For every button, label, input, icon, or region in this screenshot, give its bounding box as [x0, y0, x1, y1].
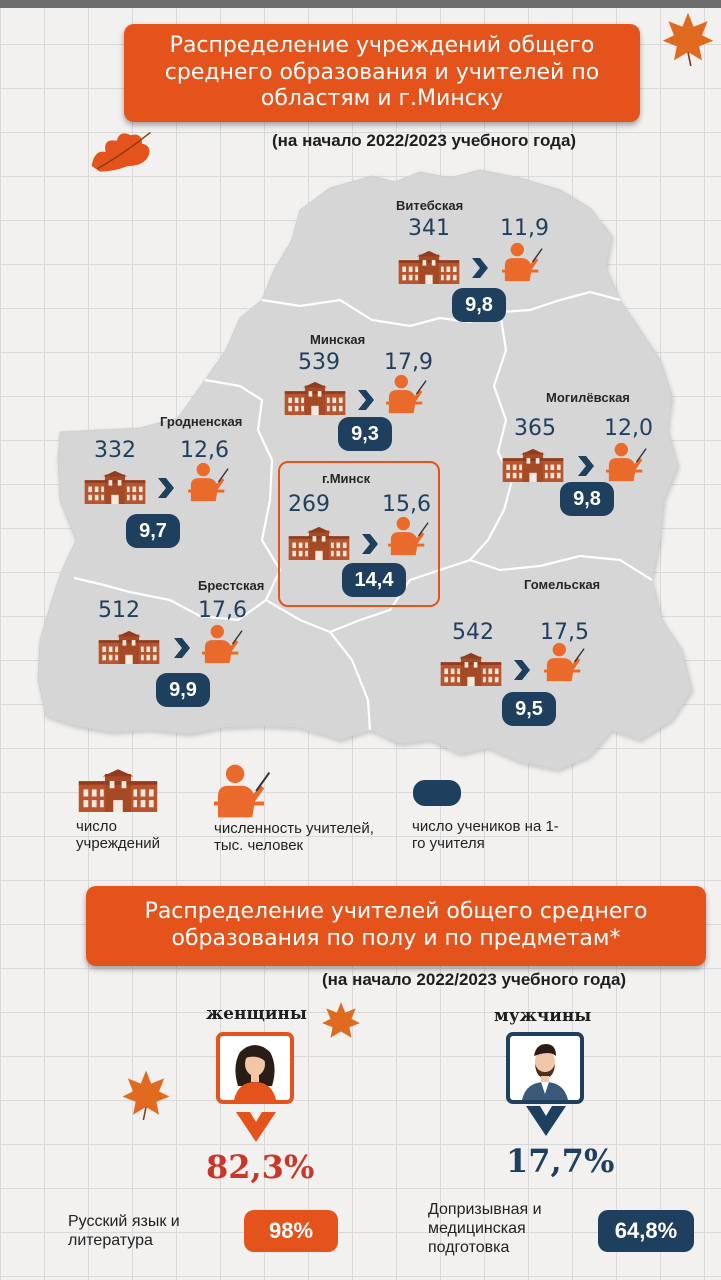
title-banner: Распределение учреждений общего среднего…: [124, 24, 640, 122]
teachers-brest: 17,6: [198, 598, 247, 623]
men-percent: 17,7%: [506, 1142, 615, 1180]
teacher-icon: [188, 462, 229, 502]
students-per-teacher-vitebsk: 9,8: [452, 288, 506, 322]
arrow-icon: [362, 534, 378, 554]
school-icon: [84, 470, 146, 504]
leaf-icon: [91, 131, 151, 172]
gender-banner: Распределение учителей общего среднего о…: [86, 886, 706, 966]
school-icon: [288, 526, 350, 560]
region-name-minsk-city: г.Минск: [322, 471, 371, 486]
students-per-teacher-minsk-oblast: 9,3: [338, 417, 392, 451]
leaf-icon: [662, 12, 714, 66]
institutions-minsk-oblast: 539: [298, 350, 340, 375]
teacher-icon: [388, 516, 429, 556]
region-name-vitebsk: Витебская: [396, 198, 464, 213]
teachers-grodno: 12,6: [180, 438, 229, 463]
students-per-teacher-gomel: 9,5: [502, 692, 556, 726]
men-subject: Допризывная и медицинская подготовка: [428, 1201, 542, 1257]
teachers-gomel: 17,5: [540, 620, 589, 645]
arrow-icon: [472, 258, 488, 278]
legend-school-icon: [78, 769, 158, 812]
map-outline: [37, 169, 693, 771]
teachers-minsk-city: 15,6: [382, 492, 431, 517]
man-avatar-icon: [522, 1044, 568, 1100]
teachers-mogilev: 12,0: [604, 416, 653, 441]
men-chevron-icon: [526, 1106, 566, 1136]
arrow-icon: [578, 456, 594, 476]
region-name-grodno: Гродненская: [160, 414, 243, 429]
region-name-minsk-oblast: Минская: [310, 332, 366, 347]
leaf-icon: [322, 1002, 360, 1038]
institutions-vitebsk: 341: [408, 216, 450, 241]
teacher-icon: [544, 642, 585, 682]
women-percent: 82,3%: [206, 1148, 315, 1186]
teachers-vitebsk: 11,9: [500, 216, 549, 241]
institutions-grodno: 332: [94, 438, 136, 463]
institutions-gomel: 542: [452, 620, 494, 645]
minsk-city-frame: [278, 461, 440, 607]
legend-students-label: число учеников на 1-го учителя: [412, 818, 559, 853]
women-subject: Русский язык и литература: [68, 1213, 180, 1250]
teacher-icon: [386, 374, 427, 414]
men-subject-percent: 64,8%: [598, 1210, 694, 1252]
region-name-mogilev: Могилёвская: [546, 390, 630, 405]
arrow-icon: [514, 660, 530, 680]
woman-avatar-icon: [234, 1045, 276, 1100]
teachers-minsk-oblast: 17,9: [384, 350, 433, 375]
school-icon: [440, 652, 502, 686]
school-icon: [502, 448, 564, 482]
man-avatar-frame: [506, 1032, 584, 1104]
institutions-mogilev: 365: [514, 416, 556, 441]
legend-students-pill: [413, 780, 461, 806]
gender-subtitle: (на начало 2022/2023 учебного года): [322, 970, 627, 989]
institutions-minsk-city: 269: [288, 492, 330, 517]
leaf-icon: [122, 1070, 170, 1120]
woman-avatar-frame: [216, 1032, 294, 1104]
arrow-icon: [158, 478, 174, 498]
institutions-brest: 512: [98, 598, 140, 623]
legend-institutions-label: число учреждений: [76, 818, 161, 853]
arrow-icon: [358, 390, 374, 410]
school-icon: [398, 250, 460, 284]
teacher-icon: [606, 442, 647, 482]
teacher-icon: [502, 242, 543, 282]
region-name-brest: Брестская: [198, 578, 265, 593]
women-subject-percent: 98%: [244, 1210, 338, 1252]
students-per-teacher-brest: 9,9: [156, 673, 210, 707]
legend-teacher-icon: [214, 763, 271, 819]
subtitle: (на начало 2022/2023 учебного года): [272, 131, 577, 150]
legend-teachers-label: численность учителей, тыс. человек: [214, 820, 374, 855]
students-per-teacher-minsk-city: 14,4: [342, 563, 406, 597]
women-chevron-icon: [236, 1112, 276, 1142]
top-strip: [0, 0, 721, 8]
teacher-icon: [202, 624, 243, 664]
arrow-icon: [174, 638, 190, 658]
school-icon: [98, 630, 160, 664]
region-name-gomel: Гомельская: [524, 577, 601, 592]
students-per-teacher-grodno: 9,7: [126, 514, 180, 548]
men-label: мужчины: [494, 1006, 592, 1026]
school-icon: [284, 381, 346, 415]
students-per-teacher-mogilev: 9,8: [560, 482, 614, 516]
women-label: женщины: [206, 1004, 307, 1024]
